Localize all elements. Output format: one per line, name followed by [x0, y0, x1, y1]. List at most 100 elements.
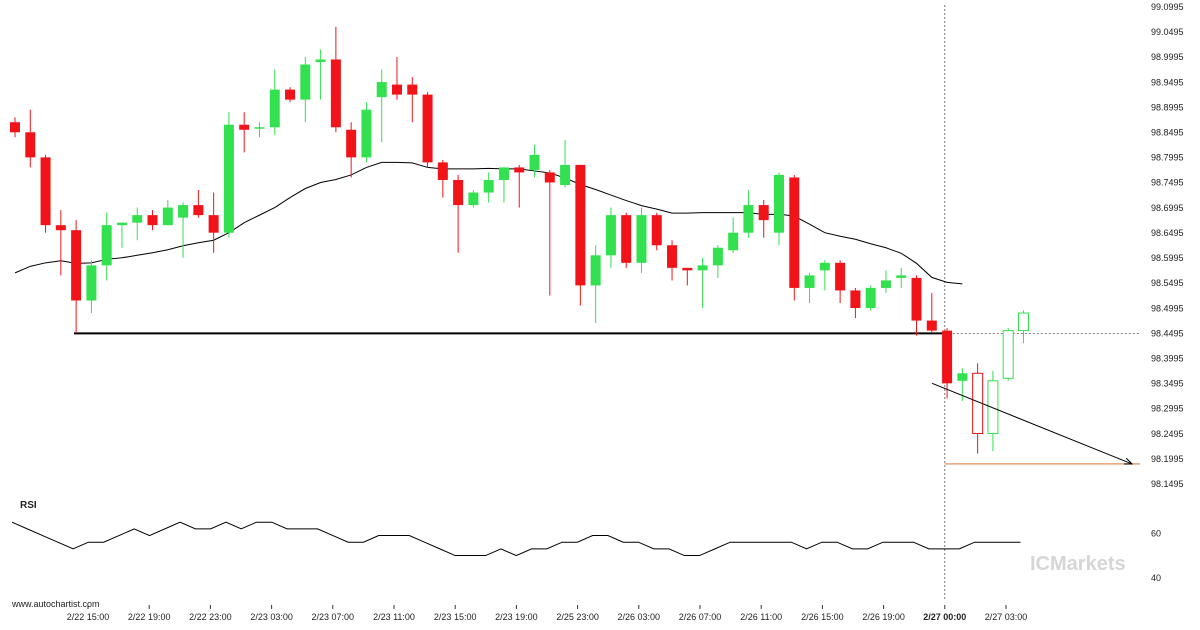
candle — [483, 172, 494, 203]
candle — [193, 190, 204, 218]
candle-body — [728, 232, 739, 251]
candle — [697, 257, 708, 309]
candle — [575, 164, 586, 306]
candle-body — [40, 157, 51, 226]
x-tick-label: 2/22 19:00 — [128, 612, 171, 622]
candle — [651, 212, 662, 251]
candle-body — [223, 124, 234, 233]
candle-body — [178, 205, 189, 218]
candle — [728, 217, 739, 253]
candle-body — [376, 82, 387, 98]
candle — [10, 117, 20, 138]
candle — [896, 267, 907, 288]
candle-body — [651, 215, 662, 246]
candle-body — [529, 154, 540, 170]
x-tick-label: 2/26 15:00 — [801, 612, 844, 622]
rsi-tick-label: 40 — [1151, 573, 1161, 583]
y-tick-label: 98.3995 — [1151, 353, 1184, 363]
candle-body — [254, 127, 265, 129]
candle — [804, 272, 815, 303]
y-tick-label: 99.0995 — [1151, 2, 1184, 12]
candle — [25, 109, 36, 168]
candle-body — [193, 205, 204, 216]
candle-body — [865, 287, 876, 309]
candle — [254, 122, 265, 138]
candle — [544, 169, 555, 296]
candle — [269, 69, 280, 135]
x-tick-label: 2/22 15:00 — [67, 612, 110, 622]
candle — [789, 174, 800, 301]
candle-body — [850, 290, 861, 309]
candle — [453, 174, 464, 253]
candle — [743, 190, 754, 238]
candle — [407, 77, 418, 123]
candle-body — [361, 109, 372, 158]
moving-average-line — [14, 161, 963, 285]
y-tick-label: 99.0495 — [1151, 27, 1184, 37]
candle-body — [422, 94, 433, 163]
candle — [376, 69, 387, 143]
candle — [55, 210, 66, 276]
candle-body — [437, 162, 448, 180]
rsi-line — [11, 521, 1021, 557]
y-tick-label: 98.8495 — [1151, 128, 1184, 138]
y-tick-label: 98.1495 — [1151, 479, 1184, 489]
candle — [285, 87, 296, 103]
candle — [116, 222, 127, 248]
candle-body — [987, 380, 999, 435]
candle — [926, 292, 937, 334]
candle-body — [25, 132, 36, 158]
candle — [468, 190, 479, 208]
x-tick-label: 2/26 19:00 — [862, 612, 905, 622]
candle — [880, 270, 891, 293]
candle-body — [453, 179, 464, 206]
y-tick-label: 98.2495 — [1151, 429, 1184, 439]
candle-body — [621, 215, 632, 263]
candle-body — [743, 205, 754, 233]
candle — [300, 56, 311, 123]
price-panel — [10, 5, 1140, 600]
y-tick-label: 98.2995 — [1151, 404, 1184, 414]
candle-body — [667, 245, 678, 268]
candle — [682, 267, 693, 286]
candle-body — [835, 262, 846, 291]
candle-body — [957, 373, 968, 381]
candle-body — [392, 84, 402, 95]
y-tick-label: 98.8995 — [1151, 102, 1184, 112]
candle-body — [300, 64, 311, 100]
candle-body — [55, 225, 66, 231]
rsi-panel: RSI 60 40 — [11, 500, 1161, 583]
y-tick-label: 98.6995 — [1151, 203, 1184, 213]
candle — [437, 159, 448, 198]
candle-body — [498, 167, 509, 180]
x-tick-label: 2/25 23:00 — [556, 612, 599, 622]
candle-body — [208, 215, 219, 233]
candle — [178, 202, 189, 258]
x-tick-label: 2/23 15:00 — [434, 612, 477, 622]
x-tick-label: 2/23 07:00 — [312, 612, 355, 622]
candle — [101, 212, 112, 281]
candle-body — [1017, 312, 1029, 332]
candle-body — [132, 215, 143, 223]
candle — [86, 260, 97, 314]
candle — [605, 207, 616, 268]
candle — [636, 207, 647, 273]
candle — [162, 200, 173, 226]
candle-body — [483, 179, 494, 193]
candle-body — [774, 174, 784, 233]
y-tick-label: 98.7995 — [1151, 153, 1184, 163]
candle-body — [285, 89, 296, 100]
candle — [972, 363, 984, 454]
candle — [132, 207, 143, 241]
rsi-tick-label: 60 — [1151, 528, 1161, 538]
candle — [330, 26, 341, 133]
candle — [71, 220, 82, 334]
candle-body — [560, 164, 571, 185]
y-tick-label: 98.6495 — [1151, 228, 1184, 238]
x-tick-label: 2/23 03:00 — [250, 612, 293, 622]
candle — [865, 285, 876, 311]
candle-body — [896, 275, 907, 278]
candle-body — [407, 84, 418, 95]
candle-body — [330, 59, 341, 128]
